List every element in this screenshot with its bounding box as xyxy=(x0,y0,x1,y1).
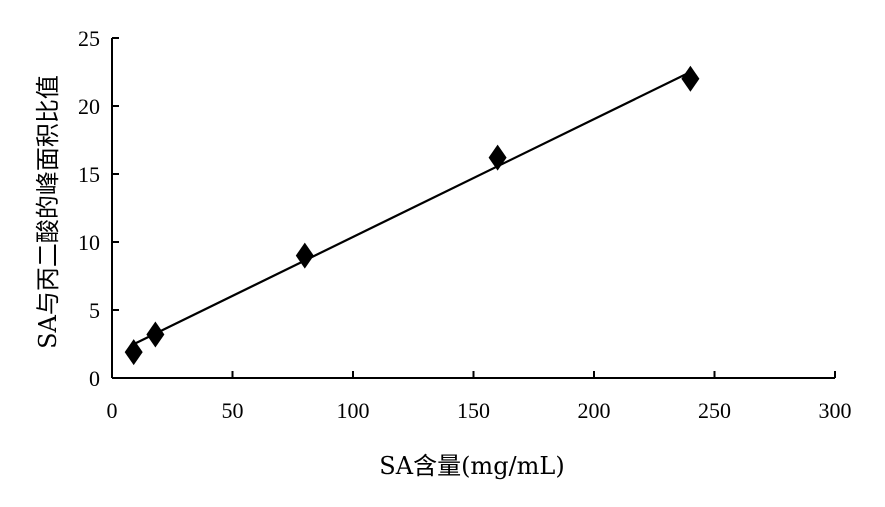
x-tick-label: 150 xyxy=(457,398,490,423)
data-point-diamond xyxy=(295,242,314,269)
x-tick-label: 300 xyxy=(819,398,852,423)
x-tick-label: 100 xyxy=(337,398,370,423)
data-point-diamond xyxy=(146,321,165,348)
y-tick-label: 20 xyxy=(78,94,100,119)
axes xyxy=(111,38,835,379)
data-point-diamond xyxy=(124,339,143,366)
y-axis-label: SA与丙二酸的峰面积比值 xyxy=(34,75,62,349)
data-points xyxy=(124,65,700,366)
data-point-diamond xyxy=(681,65,700,92)
x-tick-label: 0 xyxy=(107,398,118,423)
y-tick-label: 5 xyxy=(89,298,100,323)
x-tick-label: 250 xyxy=(698,398,731,423)
trendline xyxy=(130,71,691,347)
y-axis-ticks: 0 5 10 15 20 25 xyxy=(78,26,119,391)
data-point-diamond xyxy=(488,144,507,171)
trendline-group xyxy=(130,71,691,347)
x-tick-label: 50 xyxy=(222,398,244,423)
x-axis-ticks: 0 50 100 150 200 250 300 xyxy=(107,371,852,423)
y-tick-label: 15 xyxy=(78,162,100,187)
y-tick-label: 10 xyxy=(78,230,100,255)
y-tick-label: 0 xyxy=(89,366,100,391)
y-tick-label: 25 xyxy=(78,26,100,51)
x-axis-label: SA含量(mg/mL) xyxy=(379,452,564,480)
x-tick-label: 200 xyxy=(578,398,611,423)
